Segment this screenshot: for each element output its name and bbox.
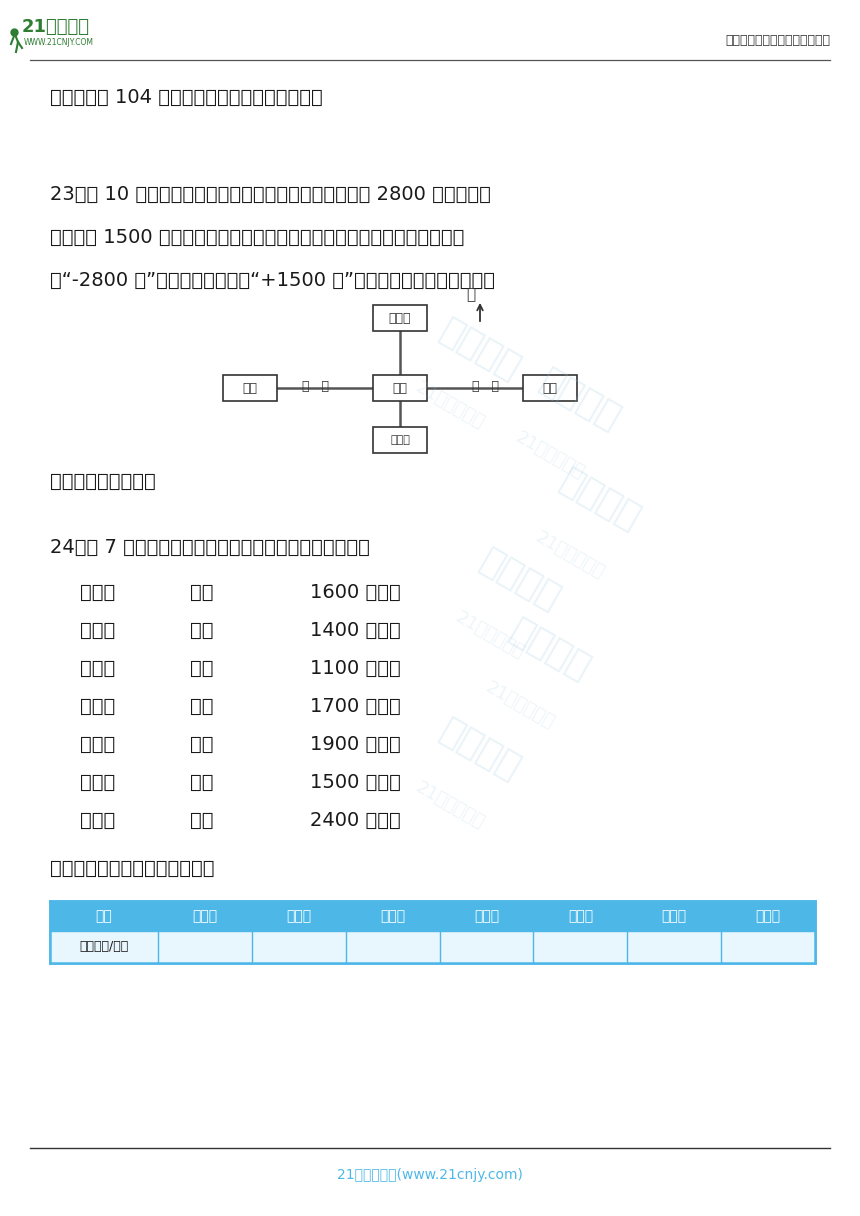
Text: 日期: 日期 — [95, 910, 113, 923]
Text: 21世纪教育网(www.21cnjy.com): 21世纪教育网(www.21cnjy.com) — [337, 1169, 523, 1182]
Text: 收购: 收购 — [190, 697, 213, 716]
Text: 星期四: 星期四 — [80, 697, 115, 716]
FancyBboxPatch shape — [50, 901, 815, 963]
Text: 2400 千克。: 2400 千克。 — [310, 811, 401, 831]
FancyBboxPatch shape — [373, 427, 427, 454]
Text: 星期日: 星期日 — [80, 811, 115, 831]
FancyBboxPatch shape — [373, 375, 427, 401]
Text: 走“-2800 米”到了什么地方？走“+1500 米”又到了什么地方？并在图中: 走“-2800 米”到了什么地方？走“+1500 米”又到了什么地方？并在图中 — [50, 271, 495, 289]
Text: 星期一: 星期一 — [80, 582, 115, 602]
Text: 精选资料: 精选资料 — [534, 364, 626, 437]
Text: 24．（ 7 分）下面是一个水果店一周内购销水果的情况。: 24．（ 7 分）下面是一个水果店一周内购销水果的情况。 — [50, 537, 370, 557]
Text: 1500 千克；: 1500 千克； — [310, 773, 401, 792]
Text: 星期五: 星期五 — [80, 734, 115, 754]
Text: 电影院: 电影院 — [390, 435, 410, 445]
Text: 精选资料: 精选资料 — [434, 714, 526, 787]
Text: 卖出: 卖出 — [190, 734, 213, 754]
Text: （   ）: （ ） — [471, 379, 499, 393]
Text: 21世纪教育网: 21世纪教育网 — [532, 528, 608, 582]
Text: 星期四: 星期四 — [474, 910, 499, 923]
FancyBboxPatch shape — [223, 375, 277, 401]
Text: 1100 千克；: 1100 千克； — [310, 659, 401, 679]
Bar — [50, 901, 815, 931]
Text: 1600 千克；: 1600 千克； — [310, 582, 401, 602]
Text: 星期六: 星期六 — [661, 910, 687, 923]
Text: 方向走了 1500 米，如果向东走用正数表示，向北走用负数表示。那么小东: 方向走了 1500 米，如果向东走用正数表示，向北走用负数表示。那么小东 — [50, 229, 464, 247]
Text: 收购: 收购 — [190, 621, 213, 640]
Text: 21世纪教育网: 21世纪教育网 — [513, 428, 587, 482]
Text: 品的重量是 104 克，这件产品合格吗？为什么？: 品的重量是 104 克，这件产品合格吗？为什么？ — [50, 88, 322, 107]
Text: 精选资料: 精选资料 — [504, 614, 596, 686]
Text: 星期三: 星期三 — [80, 659, 115, 679]
Text: 填出相应的正负数。: 填出相应的正负数。 — [50, 472, 156, 491]
Text: 星期五: 星期五 — [568, 910, 593, 923]
Text: 星期六: 星期六 — [80, 773, 115, 792]
Text: 星期日: 星期日 — [755, 910, 781, 923]
Text: 学校: 学校 — [392, 382, 408, 394]
Text: 23．（ 10 分）小东从学校出发，沿东西方向的大街走了 2800 米，沿南北: 23．（ 10 分）小东从学校出发，沿东西方向的大街走了 2800 米，沿南北 — [50, 185, 491, 204]
Text: 中小学教育资源及组卷应用平台: 中小学教育资源及组卷应用平台 — [725, 34, 830, 46]
Text: 收购: 收购 — [190, 773, 213, 792]
Text: 1400 千克；: 1400 千克； — [310, 621, 401, 640]
Text: 购销情况/千克: 购销情况/千克 — [79, 940, 129, 953]
FancyBboxPatch shape — [373, 305, 427, 331]
Text: 星期二: 星期二 — [80, 621, 115, 640]
Text: 根据上边的数据完成下面的表。: 根据上边的数据完成下面的表。 — [50, 858, 214, 878]
Text: 21世纪教育网: 21世纪教育网 — [412, 778, 488, 832]
Text: 超市: 超市 — [243, 382, 257, 394]
Text: 星期一: 星期一 — [193, 910, 218, 923]
Text: 精选资料: 精选资料 — [474, 544, 566, 617]
Text: 21世纪教育: 21世纪教育 — [22, 18, 90, 36]
Text: 精选资料: 精选资料 — [554, 463, 646, 536]
Text: 21世纪教育网: 21世纪教育网 — [482, 679, 557, 732]
Text: 收购: 收购 — [190, 582, 213, 602]
Bar — [50, 931, 815, 963]
Text: 北: 北 — [466, 287, 475, 302]
Text: 21世纪教育网: 21世纪教育网 — [412, 378, 488, 432]
Text: （   ）: （ ） — [302, 379, 329, 393]
Text: 精选资料: 精选资料 — [434, 314, 526, 387]
Text: WWW.21CNJY.COM: WWW.21CNJY.COM — [24, 38, 94, 47]
Text: 星期三: 星期三 — [380, 910, 405, 923]
Text: 21世纪教育网: 21世纪教育网 — [452, 608, 528, 662]
Text: 星期二: 星期二 — [286, 910, 311, 923]
Text: 卖出: 卖出 — [190, 811, 213, 831]
FancyBboxPatch shape — [523, 375, 577, 401]
Text: 1900 千克；: 1900 千克； — [310, 734, 401, 754]
Text: 1700 千克；: 1700 千克； — [310, 697, 401, 716]
Text: 邮局: 邮局 — [543, 382, 557, 394]
Text: 卖出: 卖出 — [190, 659, 213, 679]
Text: 少年宫: 少年宫 — [389, 311, 411, 325]
